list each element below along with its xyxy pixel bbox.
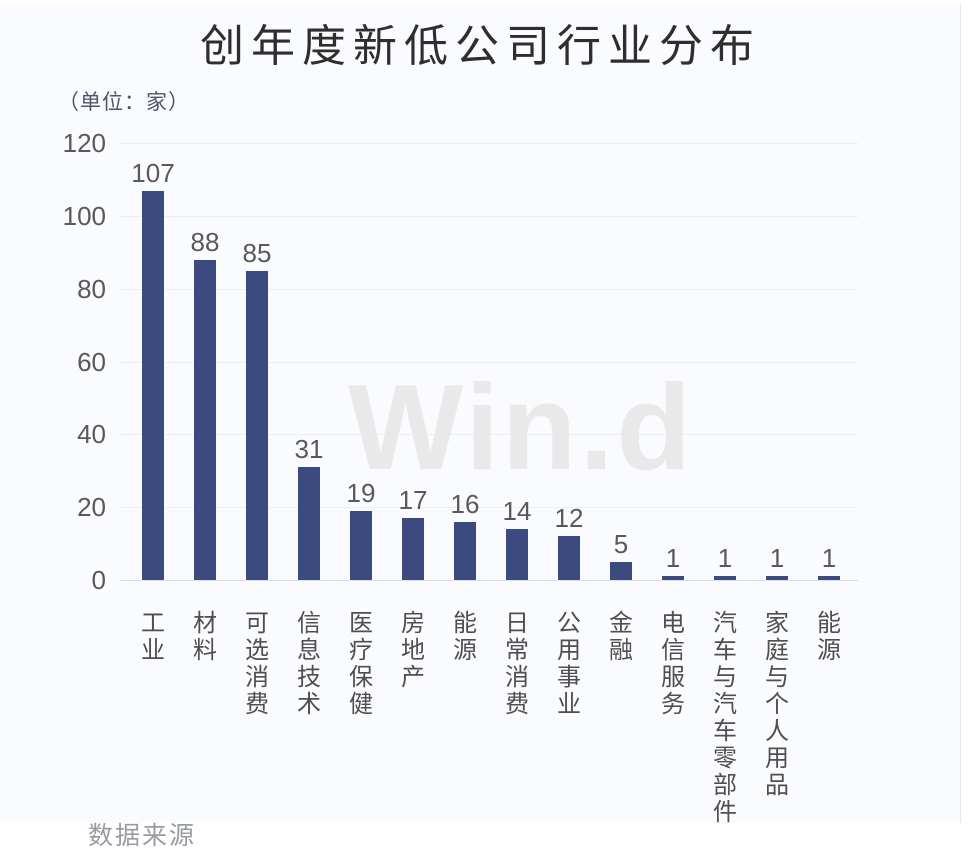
x-axis-label-8: 日常消费 [505,610,529,718]
y-axis-tick-60: 60 [77,346,106,377]
bar-14 [818,576,840,580]
value-label-14: 1 [821,543,837,574]
x-axis-label-7: 能源 [453,610,477,664]
x-axis-label-13: 家庭与个人用品 [765,610,789,799]
bar-13 [766,576,788,580]
wind-watermark: Win.d [348,359,694,495]
bar-2 [194,259,216,580]
bar-1 [142,190,164,580]
value-label-8: 14 [502,496,532,527]
x-axis-label-9: 公用事业 [557,610,581,718]
value-label-4: 31 [294,434,324,465]
gridline-y-100 [120,216,858,217]
chart-card: 创年度新低公司行业分布 （单位：家） Win.d 0 20 40 60 80 100 120… [0,4,961,850]
x-axis-label-4: 信息技术 [297,610,321,718]
x-axis-label-6: 房地产 [401,610,425,691]
y-axis-tick-80: 80 [77,273,106,304]
bar-12 [714,576,736,580]
x-axis-label-1: 工业 [141,610,165,664]
gridline-y-20 [120,507,858,509]
y-axis-tick-20: 20 [77,492,106,523]
gridline-y-40 [120,434,858,436]
value-label-6: 17 [398,485,428,516]
y-axis-tick-100: 100 [62,201,106,231]
bar-11 [662,576,684,580]
bar-8 [506,529,528,580]
value-label-13: 1 [769,543,785,574]
bar-7 [454,521,476,580]
gridline-y-120 [120,143,858,145]
x-axis-label-5: 医疗保健 [349,610,373,718]
x-axis-label-10: 金融 [609,610,633,664]
bar-3 [246,270,268,580]
bar-6 [402,518,424,580]
x-axis-label-12: 汽车与汽车零部件 [713,610,737,826]
value-label-12: 1 [717,543,733,574]
unit-label: （单位：家） [58,91,190,114]
value-label-9: 12 [554,503,584,534]
bar-10 [610,561,632,580]
x-axis-label-2: 材料 [193,610,217,664]
value-label-1: 107 [131,157,175,188]
y-axis-tick-0: 0 [91,565,106,595]
y-axis-tick-40: 40 [77,419,106,450]
gridline-y-80 [120,288,858,290]
value-label-7: 16 [450,488,480,519]
bar-4 [298,467,320,580]
value-label-10: 5 [613,528,629,559]
x-axis-label-3: 可选消费 [245,610,269,718]
y-axis-tick-120: 120 [62,128,106,159]
value-label-5: 19 [346,477,376,508]
value-label-2: 88 [190,226,220,257]
data-source-label: 数据来源 [88,822,197,850]
value-label-11: 1 [665,543,681,574]
value-label-3: 85 [242,237,272,268]
x-axis-label-11: 电信服务 [661,610,685,718]
chart-title: 创年度新低公司行业分布 [200,22,761,71]
x-axis-label-14: 能源 [817,610,841,664]
gridline-y-0 [120,580,858,581]
gridline-y-60 [120,361,858,363]
bar-5 [350,510,372,580]
bar-9 [558,536,580,580]
